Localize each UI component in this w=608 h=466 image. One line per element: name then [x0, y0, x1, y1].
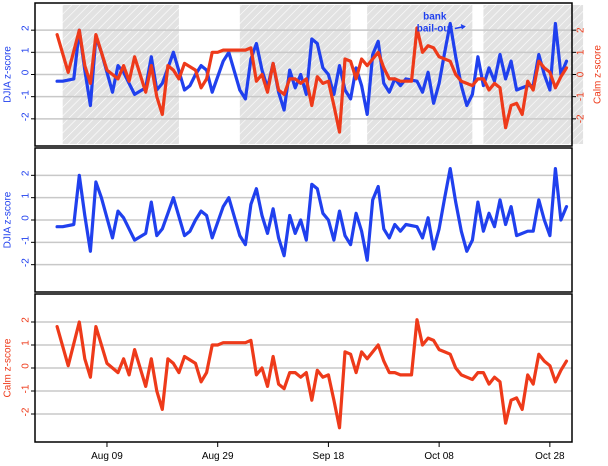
combined-ylabel-left: DJIA z-score [3, 46, 14, 103]
annotation-arrowhead [460, 24, 466, 30]
combined-ytick-label: -2 [21, 112, 32, 121]
djia-ytick-label: -2 [21, 258, 32, 267]
calm-ylabel: Calm z-score [3, 338, 14, 397]
calm-ytick-label: 2 [21, 317, 32, 323]
djia-ytick-label: 0 [21, 215, 32, 221]
combined-ytick-right-label: 2 [576, 27, 587, 33]
combined-ylabel-right: Calm z-score [593, 45, 604, 104]
combined-panel-frame [34, 2, 573, 147]
calm-ytick-label: 0 [21, 363, 32, 369]
combined-ytick-label: -1 [21, 90, 32, 99]
djia-ytick-label: 2 [21, 170, 32, 176]
calm-ytick-label: -1 [21, 384, 32, 393]
x-tick-label: Sep 18 [313, 451, 345, 462]
djia-ylabel: DJIA z-score [3, 191, 14, 248]
calm-ytick-label: 1 [21, 340, 32, 346]
calm-ytick-label: -2 [21, 407, 32, 416]
x-tick-label: Aug 09 [91, 451, 123, 462]
x-tick-label: Aug 29 [202, 451, 234, 462]
x-tick-label: Oct 08 [424, 451, 454, 462]
combined-ytick-label: 2 [21, 25, 32, 31]
calm-panel-frame [34, 293, 573, 443]
combined-djia-series-line [55, 21, 569, 117]
combined-ytick-right-label: 0 [576, 71, 587, 77]
calm-series-line [55, 318, 569, 430]
annotation-line2: bail-out [417, 24, 454, 35]
djia-ytick-label: 1 [21, 192, 32, 198]
djia-panel-frame [34, 147, 573, 293]
annotation-line1: bank [423, 12, 447, 23]
djia-ytick-label: -1 [21, 235, 32, 244]
combined-ytick-label: 0 [21, 69, 32, 75]
combined-ytick-right-label: 1 [576, 49, 587, 55]
combined-ytick-label: 1 [21, 47, 32, 53]
x-tick-label: Oct 28 [535, 451, 565, 462]
combined-ytick-right-label: -2 [576, 114, 587, 123]
combined-ytick-right-label: -1 [576, 92, 587, 101]
combined-calm-series-line [55, 26, 569, 134]
djia-series-line [55, 167, 569, 262]
